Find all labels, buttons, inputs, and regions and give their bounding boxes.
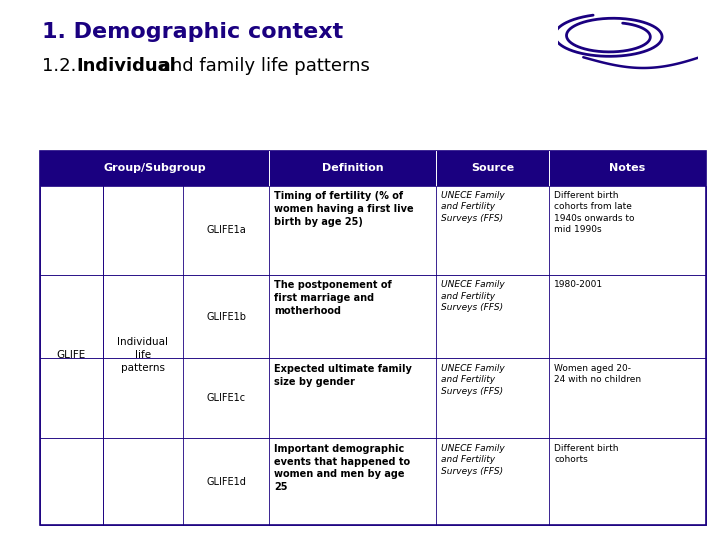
Text: GLIFE: GLIFE (57, 350, 86, 360)
Bar (40, 275, 706, 359)
Text: Expected ultimate family
size by gender: Expected ultimate family size by gender (274, 364, 413, 387)
Text: Definition: Definition (322, 164, 384, 173)
Text: GLIFE1d: GLIFE1d (206, 477, 246, 487)
Text: Notes: Notes (609, 164, 645, 173)
Text: GLIFE1c: GLIFE1c (207, 394, 246, 403)
Text: Different birth
cohorts: Different birth cohorts (554, 444, 618, 464)
Text: UNECE Family
and Fertility
Surveys (FFS): UNECE Family and Fertility Surveys (FFS) (441, 280, 505, 312)
Text: Different birth
cohorts from late
1940s onwards to
mid 1990s: Different birth cohorts from late 1940s … (554, 191, 634, 234)
Text: 1. Demographic context: 1. Demographic context (42, 22, 343, 42)
Bar (40, 438, 706, 525)
Bar (40, 186, 706, 275)
Text: 1.2.: 1.2. (42, 57, 82, 75)
Text: Group/Subgroup: Group/Subgroup (103, 164, 206, 173)
Text: UNECE Family
and Fertility
Surveys (FFS): UNECE Family and Fertility Surveys (FFS) (441, 444, 505, 476)
Text: UNECE Family
and Fertility
Surveys (FFS): UNECE Family and Fertility Surveys (FFS) (441, 191, 505, 223)
Text: Timing of fertility (% of
women having a first live
birth by age 25): Timing of fertility (% of women having a… (274, 191, 414, 227)
Text: Women aged 20-
24 with no children: Women aged 20- 24 with no children (554, 364, 642, 384)
Bar (40, 151, 706, 525)
Text: Individual
life
patterns: Individual life patterns (117, 337, 168, 374)
Text: Individual: Individual (76, 57, 176, 75)
Text: UNECE Family
and Fertility
Surveys (FFS): UNECE Family and Fertility Surveys (FFS) (441, 364, 505, 396)
Bar (40, 151, 706, 186)
Text: GLIFE1a: GLIFE1a (206, 225, 246, 235)
Text: Source: Source (471, 164, 514, 173)
Text: and family life patterns: and family life patterns (154, 57, 370, 75)
Text: Important demographic
events that happened to
women and men by age
25: Important demographic events that happen… (274, 444, 410, 492)
Text: GLIFE1b: GLIFE1b (206, 312, 246, 322)
Text: 1980-2001: 1980-2001 (554, 280, 603, 289)
Text: The postponement of
first marriage and
motherhood: The postponement of first marriage and m… (274, 280, 392, 316)
Bar (40, 359, 706, 438)
